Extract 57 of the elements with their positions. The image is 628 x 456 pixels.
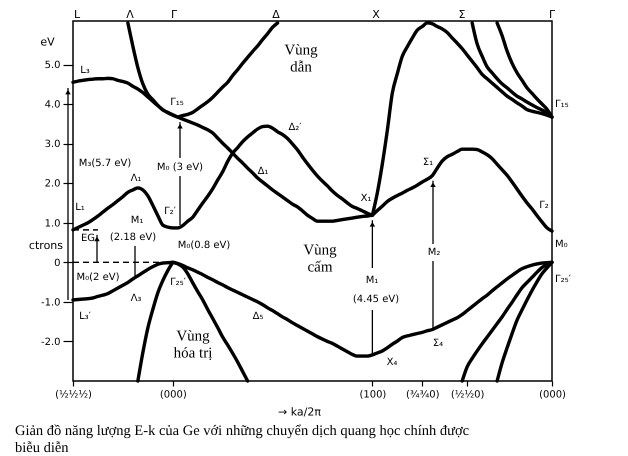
annotation: (2.18 eV): [110, 232, 156, 243]
annotation: Γ₂₅′: [170, 277, 187, 288]
y-tick-label: -2.0: [40, 336, 60, 348]
y-tick-label: 3.0: [44, 139, 60, 150]
annotation: M₂: [428, 247, 440, 258]
text: Γ₂₅′: [555, 274, 572, 285]
y-tick-label: 4.0: [44, 100, 60, 111]
y-tick-label: -1.0: [40, 297, 60, 308]
annotation: (4.45 eV): [352, 294, 400, 305]
x-tick-label: (½½½): [55, 390, 92, 400]
annotation: Λ₃: [130, 293, 142, 304]
annotation: Γ: [548, 8, 556, 21]
annotation: Γ₂′: [164, 206, 177, 217]
annotation: X₁: [360, 193, 372, 204]
y-tick-label: 0: [54, 258, 60, 269]
text: Γ₁₅: [555, 99, 569, 110]
y-tick-label: 5.0: [44, 60, 60, 72]
annotation: L₃′: [79, 311, 92, 322]
annotation: Vùng hóa trị: [174, 328, 212, 362]
annotation: Δ₁: [258, 166, 268, 177]
annotation: Σ: [458, 8, 466, 21]
x-tick-label: (000): [160, 390, 187, 400]
text: M₀: [555, 239, 568, 250]
y-axis-title: eV: [40, 36, 56, 48]
x-tick-label: (100): [359, 390, 386, 400]
annotation: Vùng dẫn: [284, 42, 318, 76]
annotation: L₃: [80, 65, 90, 76]
text: Giản đồ năng lượng E-k của Ge với những chuyển dịch quang học chính được biễu diễn: [15, 423, 470, 456]
annotation: Λ: [126, 8, 134, 21]
annotation: Δ₅: [252, 311, 264, 322]
text: ctrons: [28, 239, 64, 252]
annotation: Γ₂: [539, 200, 549, 211]
annotation: L: [74, 8, 81, 21]
annotation: EG: [80, 233, 96, 244]
x-axis-title: → ka/2π: [278, 406, 322, 418]
y-tick-label: 1.0: [44, 218, 60, 230]
annotation: M₀ (3 eV): [156, 162, 204, 173]
annotation: Δ₂′: [288, 122, 302, 133]
annotation: Γ₁₅: [170, 97, 184, 108]
x-tick-label: (¾¾0): [406, 390, 440, 400]
annotation: Vùng cấm: [303, 242, 338, 276]
annotation: Σ₁: [422, 157, 434, 168]
y-tick-label: 2.0: [44, 178, 60, 190]
annotation: M₃(5.7 eV): [78, 158, 132, 169]
annotation: M₁: [130, 215, 144, 226]
annotation: Λ₁: [130, 173, 142, 184]
annotation: Γ: [170, 8, 178, 21]
annotation: M₀(0.8 eV): [178, 240, 230, 251]
x-tick-label: (000): [539, 390, 566, 400]
annotation: X₄: [386, 357, 398, 368]
annotation: M₀(2 eV): [76, 272, 120, 283]
annotation: X: [372, 8, 380, 21]
annotation: Σ₄: [432, 338, 444, 349]
annotation: L₁: [75, 202, 85, 213]
annotation: Δ: [272, 8, 280, 21]
annotation: M₁: [366, 275, 378, 286]
x-tick-label: (½½0): [450, 390, 485, 400]
